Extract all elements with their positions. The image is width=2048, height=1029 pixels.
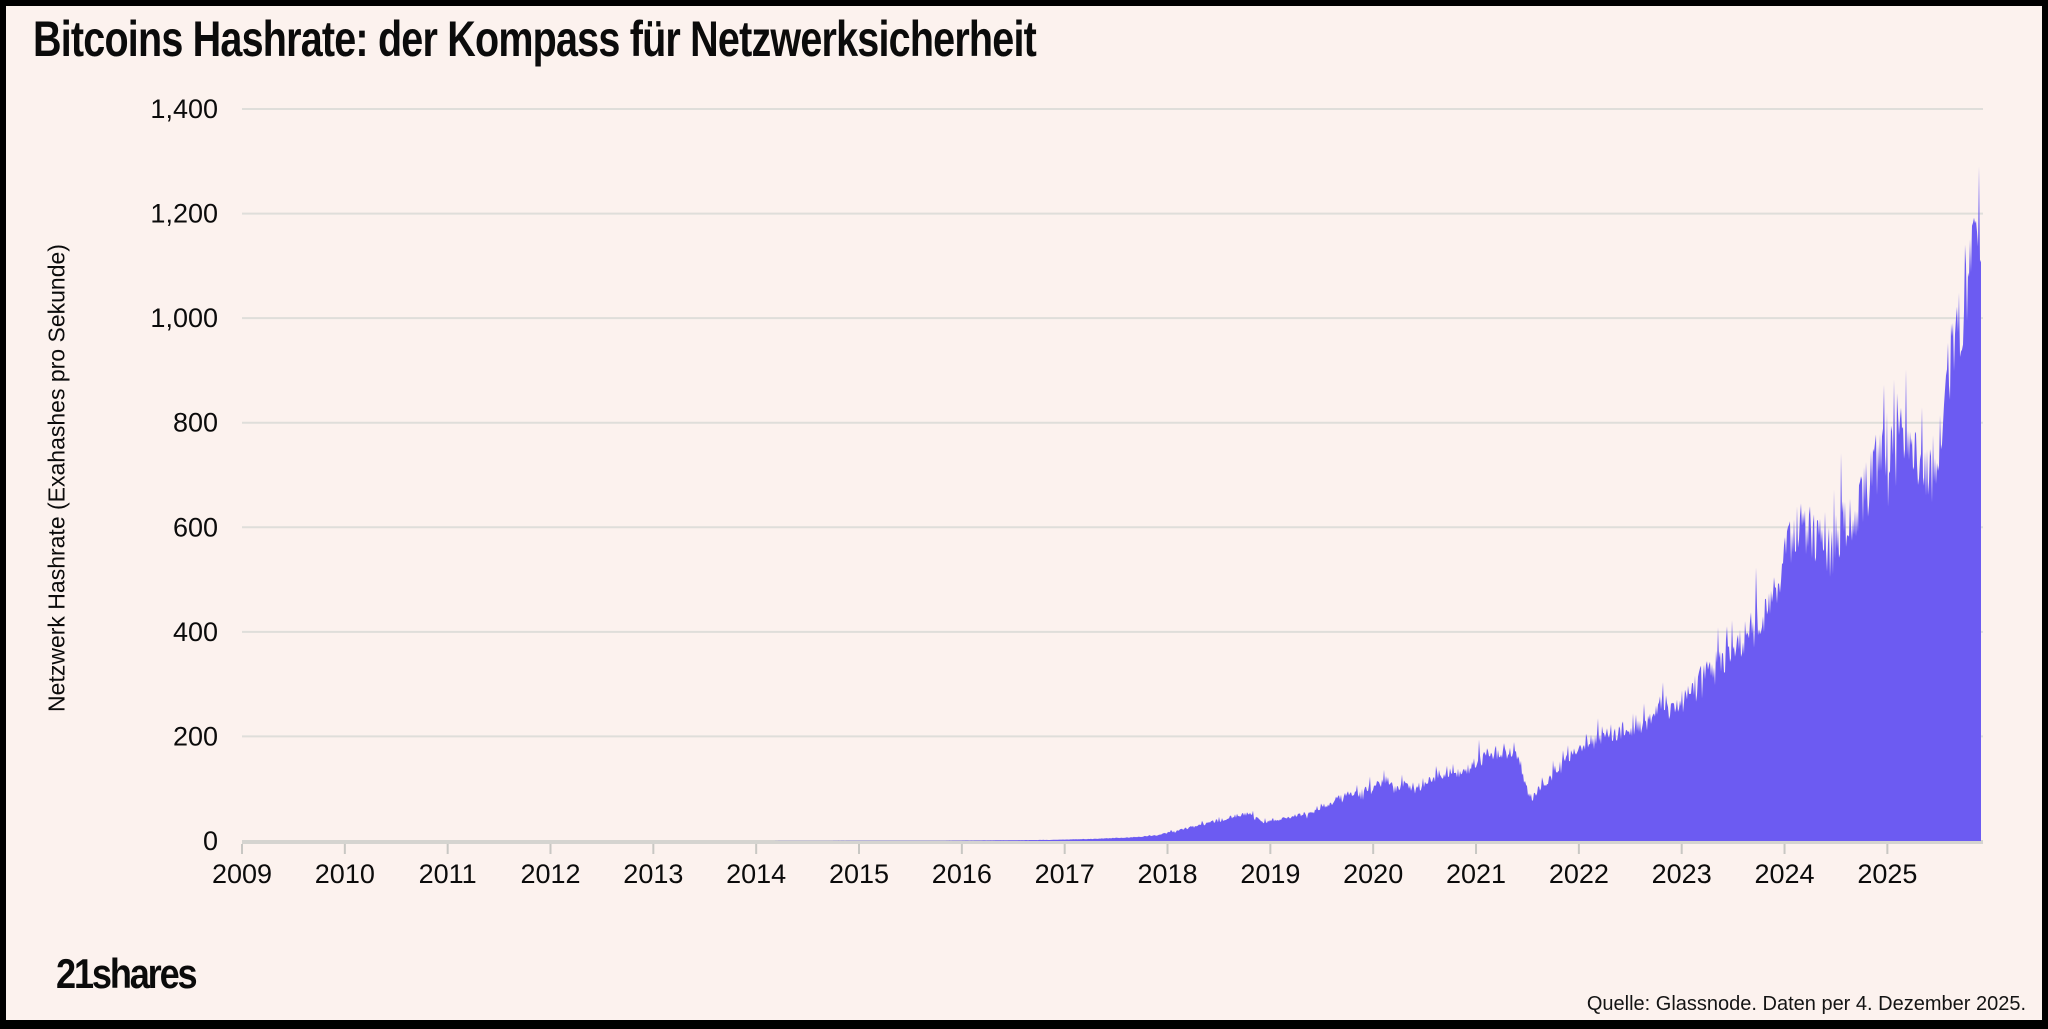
x-tick-label: 2017 xyxy=(1035,859,1095,889)
x-tick-label: 2022 xyxy=(1549,859,1609,889)
y-tick-label: 400 xyxy=(173,617,218,647)
y-tick-label: 1,000 xyxy=(150,303,218,333)
hashrate-area-series xyxy=(242,166,1981,841)
y-tick-label: 200 xyxy=(173,721,218,751)
x-tick-label: 2024 xyxy=(1754,859,1814,889)
x-tick-label: 2023 xyxy=(1652,859,1712,889)
x-tick-label: 2010 xyxy=(315,859,375,889)
y-tick-label: 600 xyxy=(173,512,218,542)
x-tick-label: 2013 xyxy=(623,859,683,889)
x-tick-label: 2019 xyxy=(1240,859,1300,889)
x-tick-label: 2015 xyxy=(829,859,889,889)
x-tick-label: 2025 xyxy=(1857,859,1917,889)
x-tick-label: 2009 xyxy=(212,859,272,889)
y-tick-label: 800 xyxy=(173,408,218,438)
y-axis-title: Netzwerk Hashrate (Exahashes pro Sekunde… xyxy=(43,244,70,712)
x-tick-label: 2020 xyxy=(1343,859,1403,889)
y-tick-label: 1,200 xyxy=(150,199,218,229)
x-tick-label: 2011 xyxy=(419,859,477,889)
y-tick-label: 1,400 xyxy=(150,94,218,124)
x-tick-label: 2012 xyxy=(520,859,580,889)
brand-logo-21shares: 21shares xyxy=(56,950,198,997)
source-note: Quelle: Glassnode. Daten per 4. Dezember… xyxy=(1586,993,2026,1015)
x-tick-label: 2021 xyxy=(1446,859,1506,889)
x-tick-label: 2014 xyxy=(726,859,786,889)
y-tick-label: 0 xyxy=(203,826,218,856)
x-tick-label: 2016 xyxy=(932,859,992,889)
x-tick-label: 2018 xyxy=(1137,859,1197,889)
chart-background xyxy=(6,6,2042,1020)
page-title: Bitcoins Hashrate: der Kompass für Netzw… xyxy=(33,11,1037,67)
